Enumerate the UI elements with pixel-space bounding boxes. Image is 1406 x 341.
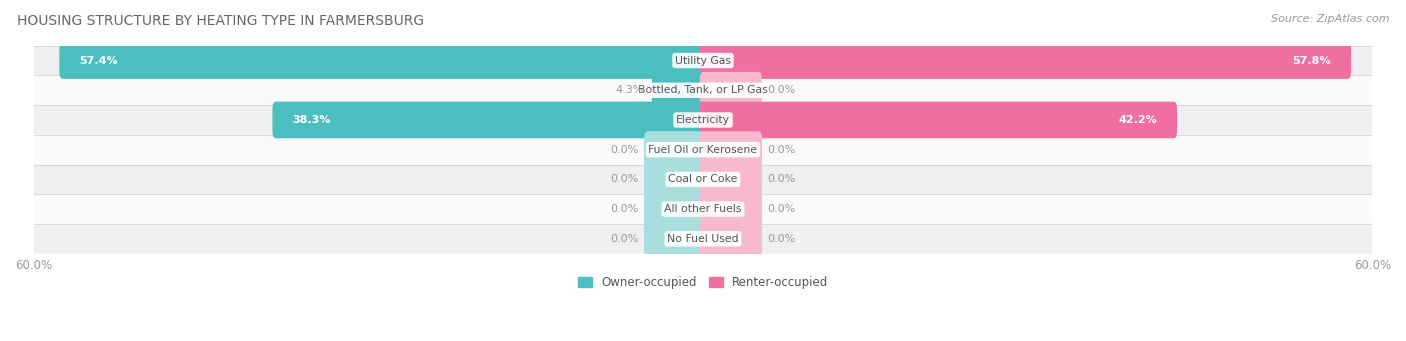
Legend: Owner-occupied, Renter-occupied: Owner-occupied, Renter-occupied [572,271,834,294]
Text: Electricity: Electricity [676,115,730,125]
FancyBboxPatch shape [700,191,762,227]
FancyBboxPatch shape [34,224,1372,254]
FancyBboxPatch shape [644,221,706,257]
FancyBboxPatch shape [34,194,1372,224]
Text: No Fuel Used: No Fuel Used [668,234,738,244]
Text: 0.0%: 0.0% [768,174,796,184]
Text: 0.0%: 0.0% [610,204,638,214]
Text: Bottled, Tank, or LP Gas: Bottled, Tank, or LP Gas [638,85,768,95]
FancyBboxPatch shape [59,42,706,79]
Text: Source: ZipAtlas.com: Source: ZipAtlas.com [1271,14,1389,24]
Text: 0.0%: 0.0% [768,145,796,155]
Text: 57.4%: 57.4% [79,56,118,65]
Text: 0.0%: 0.0% [768,234,796,244]
Text: Fuel Oil or Kerosene: Fuel Oil or Kerosene [648,145,758,155]
Text: 42.2%: 42.2% [1118,115,1157,125]
Text: 57.8%: 57.8% [1292,56,1331,65]
FancyBboxPatch shape [34,105,1372,135]
Text: Coal or Coke: Coal or Coke [668,174,738,184]
FancyBboxPatch shape [644,191,706,227]
Text: 38.3%: 38.3% [292,115,330,125]
FancyBboxPatch shape [34,75,1372,105]
FancyBboxPatch shape [652,72,706,108]
FancyBboxPatch shape [700,72,762,108]
FancyBboxPatch shape [644,161,706,198]
FancyBboxPatch shape [700,102,1177,138]
Text: HOUSING STRUCTURE BY HEATING TYPE IN FARMERSBURG: HOUSING STRUCTURE BY HEATING TYPE IN FAR… [17,14,425,28]
FancyBboxPatch shape [34,135,1372,165]
FancyBboxPatch shape [34,165,1372,194]
FancyBboxPatch shape [34,46,1372,75]
FancyBboxPatch shape [700,131,762,168]
FancyBboxPatch shape [700,161,762,198]
Text: 0.0%: 0.0% [768,204,796,214]
FancyBboxPatch shape [644,131,706,168]
Text: 4.3%: 4.3% [616,85,644,95]
FancyBboxPatch shape [700,221,762,257]
Text: 0.0%: 0.0% [610,145,638,155]
Text: Utility Gas: Utility Gas [675,56,731,65]
Text: All other Fuels: All other Fuels [664,204,742,214]
Text: 0.0%: 0.0% [610,234,638,244]
FancyBboxPatch shape [273,102,706,138]
Text: 0.0%: 0.0% [610,174,638,184]
Text: 0.0%: 0.0% [768,85,796,95]
FancyBboxPatch shape [700,42,1351,79]
